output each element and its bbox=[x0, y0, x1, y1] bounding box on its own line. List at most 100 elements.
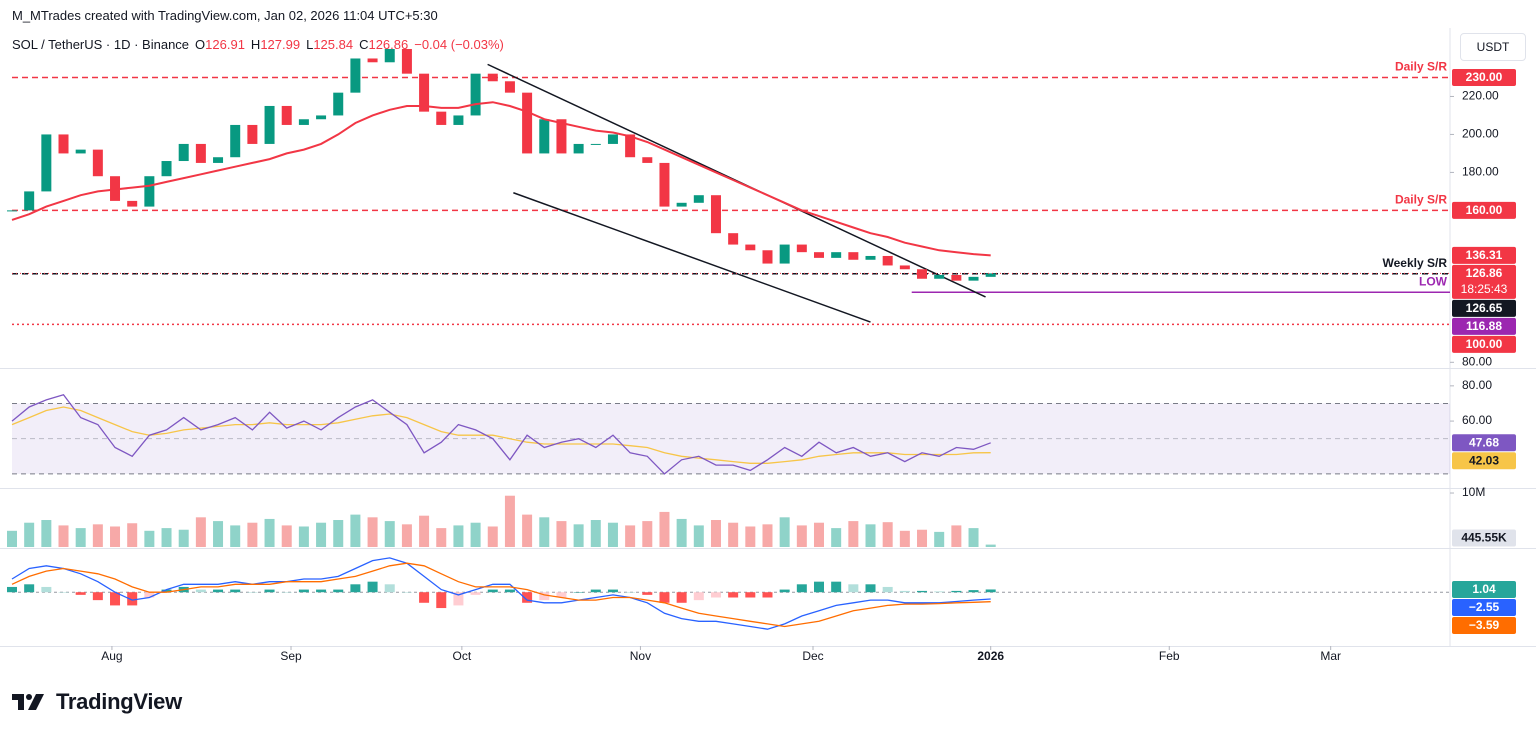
candle bbox=[728, 233, 739, 245]
price-badge bbox=[1452, 529, 1516, 547]
histogram-bar bbox=[573, 592, 584, 593]
volume-bar bbox=[951, 525, 962, 547]
histogram-bar bbox=[951, 590, 962, 593]
price-badge bbox=[1452, 201, 1516, 219]
volume-bar bbox=[625, 525, 636, 547]
x-tick-label: Feb bbox=[1159, 649, 1180, 663]
rsi-line bbox=[11, 406, 991, 464]
candle bbox=[985, 273, 996, 277]
histogram-bar bbox=[676, 592, 687, 603]
histogram-bar bbox=[161, 589, 172, 593]
moving-average bbox=[11, 101, 991, 257]
y-tick-label: 80.00 bbox=[1462, 354, 1492, 368]
histogram-bar bbox=[281, 592, 292, 593]
candle bbox=[968, 276, 979, 281]
volume-bar bbox=[676, 518, 687, 547]
volume-bar bbox=[178, 529, 189, 547]
volume-bar bbox=[41, 520, 52, 547]
candle bbox=[848, 252, 859, 260]
volume-bar bbox=[796, 525, 807, 547]
volume-bar bbox=[934, 531, 945, 547]
candle bbox=[522, 92, 533, 154]
volume-bar bbox=[436, 528, 447, 547]
badge-label: 160.00 bbox=[1466, 203, 1503, 217]
candle bbox=[41, 134, 52, 192]
candle bbox=[281, 105, 292, 125]
price-badge bbox=[1452, 616, 1516, 634]
histogram-bar bbox=[419, 592, 430, 603]
volume-bar bbox=[865, 524, 876, 547]
volume-bar bbox=[848, 521, 859, 547]
volume-bar bbox=[213, 521, 224, 547]
candle bbox=[92, 149, 103, 177]
price-badge bbox=[1452, 580, 1516, 598]
volume-bar bbox=[7, 530, 17, 547]
volume-bar bbox=[831, 528, 842, 547]
level-text: LOW bbox=[1419, 274, 1448, 288]
volume-bar bbox=[813, 522, 824, 547]
histogram-bar bbox=[556, 592, 567, 598]
histogram-bar bbox=[899, 590, 910, 593]
candle bbox=[127, 200, 138, 207]
candle bbox=[7, 210, 17, 212]
volume-bar bbox=[298, 526, 309, 547]
candle bbox=[504, 81, 515, 93]
candle bbox=[419, 73, 430, 112]
y-tick-label: 60.00 bbox=[1462, 413, 1492, 427]
candle bbox=[745, 244, 756, 251]
candle bbox=[453, 115, 464, 125]
volume-bar bbox=[75, 528, 86, 547]
candle bbox=[899, 265, 910, 270]
candle bbox=[590, 143, 601, 145]
badge-label: 445.55K bbox=[1461, 531, 1507, 545]
volume-bar bbox=[195, 517, 206, 547]
price-badge bbox=[1452, 452, 1516, 470]
volume-bar bbox=[247, 522, 258, 547]
histogram-bar bbox=[41, 586, 52, 593]
signal-line bbox=[11, 562, 991, 628]
volume-bar bbox=[985, 544, 996, 547]
volume-bar bbox=[92, 524, 103, 547]
candle bbox=[247, 124, 258, 144]
candle bbox=[178, 143, 189, 162]
histogram-bar bbox=[367, 581, 378, 593]
volume-bar bbox=[899, 530, 910, 547]
change: −0.04 (−0.03%) bbox=[414, 37, 504, 52]
candle bbox=[487, 73, 498, 82]
histogram-bar bbox=[504, 589, 515, 593]
candle bbox=[539, 119, 550, 154]
histogram-bar bbox=[968, 590, 979, 593]
histogram-bar bbox=[848, 584, 859, 593]
currency-button[interactable]: USDT bbox=[1460, 33, 1526, 61]
volume-bar bbox=[384, 521, 395, 547]
histogram-bar bbox=[195, 589, 206, 593]
price-badge bbox=[1452, 246, 1516, 264]
volume-bar bbox=[264, 518, 275, 547]
candle bbox=[367, 58, 378, 63]
candle bbox=[161, 161, 172, 177]
badge-label: −2.55 bbox=[1469, 600, 1500, 614]
volume-bar bbox=[659, 511, 670, 547]
histogram-bar bbox=[470, 592, 481, 595]
candle bbox=[316, 115, 327, 120]
histogram-bar bbox=[625, 592, 636, 593]
level-text: Weekly S/R bbox=[1383, 256, 1448, 270]
candle bbox=[333, 92, 344, 116]
candle bbox=[882, 255, 893, 266]
volume-bar bbox=[590, 520, 601, 547]
x-tick-label: 2026 bbox=[977, 649, 1004, 663]
histogram-bar bbox=[539, 592, 550, 601]
histogram-bar bbox=[24, 584, 35, 593]
histogram-bar bbox=[247, 592, 258, 593]
volume-bar bbox=[642, 521, 653, 547]
badge-label: 126.86 bbox=[1466, 266, 1503, 280]
volume-bar bbox=[504, 495, 515, 547]
volume-bar bbox=[350, 514, 361, 547]
histogram-bar bbox=[779, 589, 790, 593]
candle bbox=[642, 157, 653, 163]
volume-bar bbox=[745, 526, 756, 547]
histogram-bar bbox=[882, 586, 893, 593]
x-tick-label: Aug bbox=[101, 649, 122, 663]
x-tick-label: Nov bbox=[630, 649, 651, 663]
x-tick-label: Dec bbox=[802, 649, 823, 663]
